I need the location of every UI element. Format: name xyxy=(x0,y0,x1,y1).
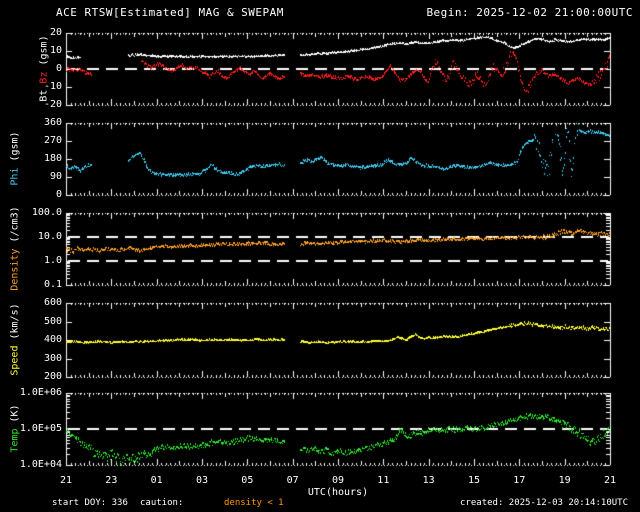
y-tick-label: 20 xyxy=(49,27,62,38)
panel-y-axis-label-part: Density xyxy=(9,248,21,291)
panel-y-axis-label: Density (/cm3) xyxy=(9,203,22,295)
panel-y-axis-label-part: Temp xyxy=(9,428,21,453)
y-tick-label: 270 xyxy=(43,135,62,146)
panel-y-axis-label-part: (/cm3) xyxy=(9,206,21,243)
y-tick-label: 360 xyxy=(43,117,62,128)
x-tick-label: 01 xyxy=(150,475,163,486)
y-tick-label: 1.0E+06 xyxy=(19,387,62,398)
y-tick-label: 0 xyxy=(55,189,62,200)
panel-y-axis-label-part: (K) xyxy=(9,404,21,423)
x-tick-label: 07 xyxy=(286,475,299,486)
y-tick-label: 180 xyxy=(43,153,62,164)
x-tick-label: 17 xyxy=(513,475,526,486)
panel-y-axis-label-part: (gsm) xyxy=(9,131,21,162)
panel-y-axis-label-part: Speed xyxy=(9,345,21,376)
x-tick-label: 05 xyxy=(241,475,254,486)
y-tick-label: 600 xyxy=(43,297,62,308)
page-title: ACE RTSW[Estimated] MAG & SWEPAM xyxy=(56,6,284,19)
panel-y-axis-label-part: (km/s) xyxy=(9,303,21,340)
panel-y-axis-label: Phi (gsm) xyxy=(9,113,22,205)
y-tick-label: -20 xyxy=(43,99,62,110)
y-tick-label: -10 xyxy=(43,81,62,92)
y-tick-label: 1.0E+04 xyxy=(19,459,62,470)
y-tick-label: 100.0 xyxy=(31,207,62,218)
x-axis-title: UTC(hours) xyxy=(307,487,369,498)
footer-caution-label: caution: xyxy=(140,498,184,508)
panel-y-axis-label-part: (gsm) xyxy=(38,35,50,66)
x-tick-label: 03 xyxy=(195,475,209,486)
footer-caution-value: density < 1 xyxy=(224,498,284,508)
footer-created-timestamp: created: 2025-12-03 20:14:10UTC xyxy=(460,498,628,508)
x-tick-label: 09 xyxy=(331,475,345,486)
x-tick-label: 15 xyxy=(467,475,481,486)
x-tick-label: 21 xyxy=(59,475,73,486)
x-tick-label: 23 xyxy=(105,475,118,486)
panel-y-axis-label: Speed (km/s) xyxy=(9,294,22,386)
x-tick-label: 19 xyxy=(558,475,571,486)
y-tick-label: 0.1 xyxy=(43,279,62,290)
begin-timestamp: Begin: 2025-12-02 21:00:00UTC xyxy=(426,6,633,19)
x-tick-label: 11 xyxy=(377,475,390,486)
y-tick-label: 90 xyxy=(49,171,62,182)
footer-start-doy: start DOY: 336 xyxy=(52,498,128,508)
x-tick-label: 13 xyxy=(422,475,435,486)
panel-y-axis-label: Bt Bz (gsm) xyxy=(38,23,51,115)
panel-y-axis-label: Temp (K) xyxy=(9,383,22,475)
y-tick-label: 400 xyxy=(43,334,62,345)
x-tick-label: 21 xyxy=(603,475,617,486)
panel-y-axis-label-part: Phi xyxy=(9,167,21,186)
y-tick-label: 500 xyxy=(43,316,62,327)
y-tick-label: 0 xyxy=(55,63,62,74)
y-tick-label: 1.0 xyxy=(43,255,62,266)
y-tick-label: 10 xyxy=(49,45,62,56)
y-tick-label: 1.0E+05 xyxy=(19,423,62,434)
y-tick-label: 200 xyxy=(43,371,62,382)
y-tick-label: 300 xyxy=(43,353,62,364)
y-tick-label: 10.0 xyxy=(37,231,62,242)
panel-y-axis-label-part: Bt xyxy=(38,89,50,102)
panel-y-axis-label-part: Bz xyxy=(38,71,50,84)
